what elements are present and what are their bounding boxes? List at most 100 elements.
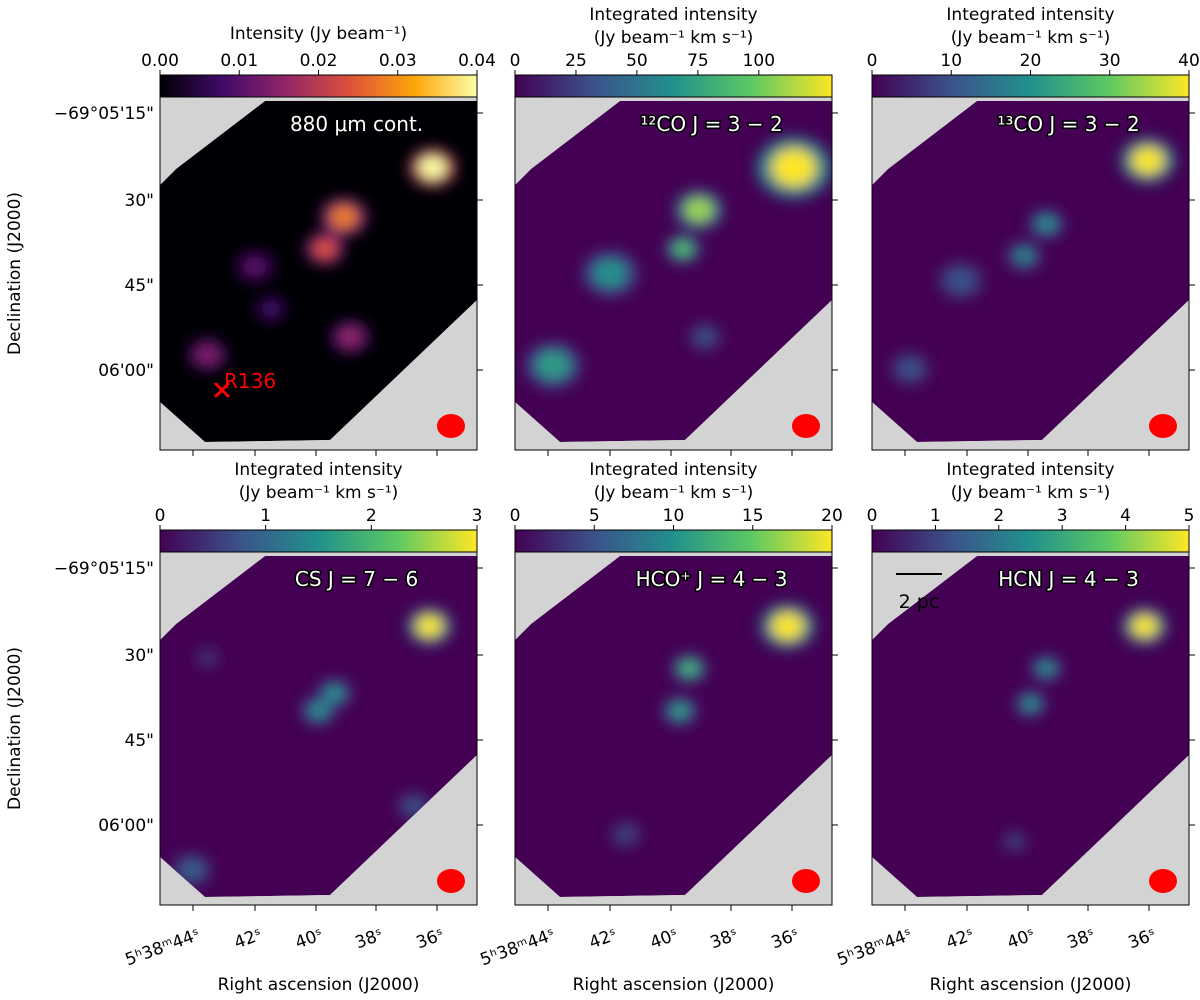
emission-blob (1131, 146, 1164, 175)
beam (792, 414, 820, 438)
source-label: R136 (224, 369, 276, 393)
x-tick-label: 38ˢ (1065, 925, 1098, 953)
emission-blob (243, 256, 268, 277)
image-map (515, 556, 832, 897)
emission-blob (771, 612, 804, 640)
x-tick-label: 5ʰ38ᵐ44ˢ (478, 925, 558, 970)
colorbar (514, 529, 833, 553)
colorbar-label: Integrated intensity (946, 5, 1114, 25)
colorbar-tick-label: 2 (993, 506, 1004, 526)
colorbar-tick-label: 25 (565, 51, 587, 71)
emission-blob (308, 702, 329, 720)
emission (608, 603, 815, 849)
y-tick-label: 45" (125, 276, 154, 296)
emission (525, 136, 832, 388)
colorbar-tick-label: 30 (1099, 51, 1121, 71)
image-map (515, 101, 832, 442)
emission-blob (195, 344, 220, 365)
colorbar (871, 74, 1190, 98)
colorbar-tick-label: 40 (1178, 51, 1200, 71)
x-tick-label: 5ʰ38ᵐ44ˢ (835, 925, 915, 970)
colorbar-label: (Jy beam⁻¹ km s⁻¹) (951, 483, 1111, 503)
panel-label: HCO⁺ J = 4 − 3 (636, 567, 788, 591)
scale-label: 2 pc (899, 591, 940, 613)
emission-blob (416, 615, 443, 638)
emission (1001, 607, 1167, 853)
x-tick-label: 40ˢ (648, 925, 681, 953)
emission-blob (695, 328, 716, 346)
emission-blob (418, 155, 447, 180)
emission-blob (594, 259, 627, 288)
colorbar-tick-label: 1 (930, 506, 941, 526)
colorbar (514, 74, 833, 98)
colorbar (159, 74, 478, 98)
emission-blob (329, 205, 358, 229)
y-axis-label: Declination (J2000) (5, 647, 25, 810)
emission-blob (312, 238, 337, 259)
emission-blob (260, 300, 281, 318)
x-axis-label: Right ascension (J2000) (573, 975, 775, 995)
colorbar-tick-label: 0.00 (141, 51, 179, 71)
colorbar-label: (Jy beam⁻¹ km s⁻¹) (594, 483, 754, 503)
panel-label: HCN J = 4 − 3 (998, 567, 1139, 591)
emission-blob (684, 198, 713, 222)
colorbar-tick-label: 3 (472, 506, 483, 526)
emission-blob (673, 240, 694, 258)
y-tick-label: −69°05'15" (54, 104, 154, 124)
map-area (515, 101, 832, 442)
x-tick-label: 36ˢ (1126, 925, 1159, 953)
emission-blob (1014, 247, 1035, 265)
colorbar-tick-label: 20 (1020, 51, 1042, 71)
colorbar-label: (Jy beam⁻¹ km s⁻¹) (594, 28, 754, 48)
x-tick-label: 42ˢ (232, 925, 265, 953)
colorbar-tick-label: 5 (589, 506, 600, 526)
beam (437, 869, 465, 893)
colorbar-tick-label: 3 (1057, 506, 1068, 526)
emission-blob (324, 684, 345, 702)
beam (437, 414, 465, 438)
y-tick-label: 06'00" (98, 361, 154, 381)
y-tick-label: 45" (125, 731, 154, 751)
emission-blob (537, 351, 570, 379)
colorbar-tick-label: 0 (510, 51, 521, 71)
beam (1149, 869, 1177, 893)
emission-blob (898, 358, 923, 380)
emission-blob (946, 268, 975, 293)
x-tick-label: 40ˢ (1005, 925, 1038, 953)
y-tick-label: 30" (125, 646, 154, 666)
emission-blob (179, 859, 204, 880)
x-tick-label: 36ˢ (769, 925, 802, 953)
image-frame (514, 96, 833, 451)
x-tick-label: 40ˢ (293, 925, 326, 953)
emission-blob (1131, 615, 1158, 638)
x-tick-label: 36ˢ (414, 925, 447, 953)
map-area (872, 101, 1189, 442)
emission-blob (1021, 696, 1040, 712)
image-map (872, 101, 1189, 442)
emission-blob (615, 825, 636, 843)
colorbar-label: (Jy beam⁻¹ km s⁻¹) (951, 28, 1111, 48)
image-frame (159, 96, 478, 451)
y-tick-label: 06'00" (98, 816, 154, 836)
map-area (872, 556, 1189, 897)
colorbar-label: Integrated intensity (234, 460, 402, 480)
x-tick-label: 42ˢ (944, 925, 977, 953)
emission-blob (338, 326, 363, 348)
image-frame (871, 551, 1190, 906)
x-axis-label: Right ascension (J2000) (930, 975, 1132, 995)
panel-label: 880 μm cont. (290, 112, 423, 136)
emission-blob (1006, 834, 1023, 849)
map-area (160, 101, 477, 442)
colorbar-tick-label: 5 (1184, 506, 1195, 526)
source-marker (213, 381, 231, 399)
emission-blob (199, 651, 216, 665)
panel-label: ¹³CO J = 3 − 2 (997, 112, 1139, 136)
image-frame (514, 551, 833, 906)
beam (792, 869, 820, 893)
colorbar-tick-label: 100 (743, 51, 775, 71)
emission-blob (1037, 660, 1056, 677)
colorbar-tick-label: 15 (742, 506, 764, 526)
panel-label: ¹²CO J = 3 − 2 (640, 112, 782, 136)
emission (889, 138, 1175, 386)
